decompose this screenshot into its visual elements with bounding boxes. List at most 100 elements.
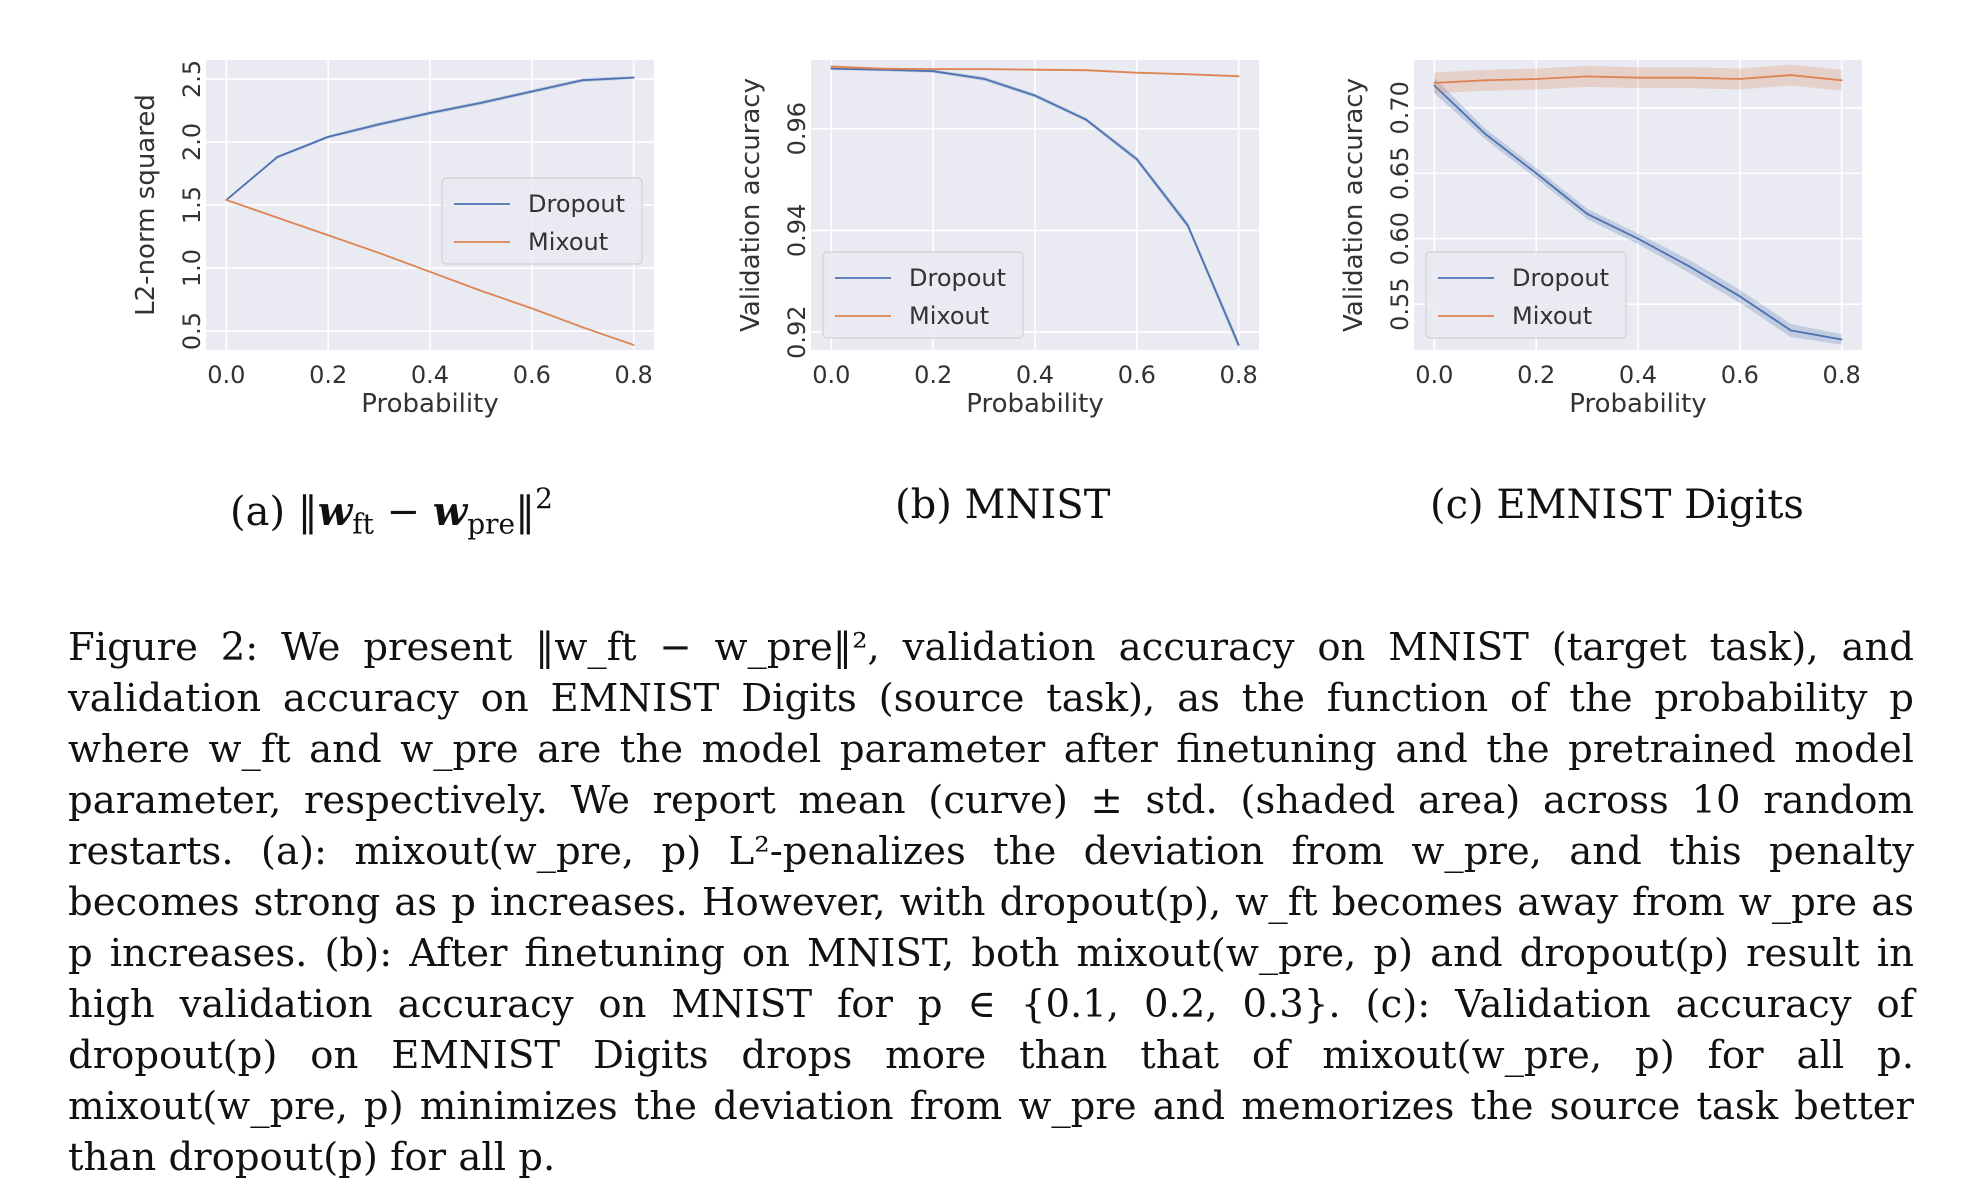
y-tick-label: 0.94	[783, 204, 811, 257]
data-point-mixout	[327, 234, 330, 237]
data-point-dropout	[429, 112, 431, 114]
subcaption-b: (b) MNIST	[895, 482, 1110, 528]
y-tick-label: 0.55	[1386, 277, 1414, 330]
data-point-mixout	[1586, 75, 1588, 78]
x-tick-label: 0.6	[513, 361, 551, 389]
x-tick-label: 0.0	[1415, 361, 1453, 389]
data-point-mixout	[1186, 73, 1189, 76]
data-point-dropout	[1433, 84, 1436, 87]
data-point-mixout	[1535, 78, 1538, 80]
data-point-dropout	[581, 79, 584, 82]
chart-l2-norm: 0.0 0.2 0.4 0.6 0.8 0.5 1.0 1.5 2.0 2.5 Probabilit…	[131, 60, 654, 419]
x-tick-label: 0.8	[1823, 361, 1861, 389]
data-point-mixout	[581, 326, 584, 329]
data-point-dropout	[983, 77, 985, 80]
data-point-dropout	[327, 136, 330, 138]
x-tick-label: 0.4	[411, 361, 449, 389]
y-tick-label: 0.5	[178, 312, 206, 350]
data-point-dropout	[1186, 224, 1189, 227]
data-point-mixout	[1688, 76, 1690, 79]
data-point-dropout	[276, 156, 279, 158]
y-tick-label: 0.96	[783, 102, 811, 155]
legend-label-mixout: Mixout	[909, 302, 989, 330]
y-tick-label: 0.70	[1386, 81, 1414, 134]
data-point-dropout	[1840, 338, 1843, 341]
figure-caption: Figure 2: We present ‖w_ft − w_pre‖², va…	[68, 625, 1914, 1180]
figure-row: 0.0 0.2 0.4 0.6 0.8 0.5 1.0 1.5 2.0 2.5 Probabilit…	[0, 0, 1980, 560]
data-point-dropout	[1688, 265, 1690, 268]
subcaption-c: (c) EMNIST Digits	[1430, 482, 1804, 528]
data-point-mixout	[1135, 71, 1138, 74]
subcaption-a-text: ‖wft − wpre‖2	[297, 482, 553, 541]
chart-emnist: 0.0 0.2 0.4 0.6 0.8 0.55 0.60 0.65 0.70 Probabili…	[1339, 60, 1862, 419]
y-tick-label: 0.92	[783, 305, 811, 358]
series-std-band-mixout	[831, 65, 1239, 78]
data-point-dropout	[480, 101, 482, 104]
legend-label-dropout: Dropout	[1512, 264, 1609, 292]
data-point-mixout	[1738, 78, 1741, 80]
data-point-dropout	[830, 67, 833, 70]
x-axis-label: Probability	[1569, 389, 1706, 419]
y-tick-label: 2.0	[178, 123, 206, 161]
data-point-mixout	[1840, 79, 1843, 82]
x-tick-label: 0.6	[1118, 361, 1156, 389]
data-point-mixout	[1433, 82, 1436, 84]
x-axis-label: Probability	[966, 389, 1103, 419]
data-point-dropout	[1237, 344, 1240, 346]
data-point-dropout	[530, 90, 533, 93]
y-tick-label: 1.0	[178, 249, 206, 287]
data-point-mixout	[378, 252, 380, 254]
subcaption-b-label: (b)	[895, 482, 952, 528]
data-point-mixout	[1484, 79, 1487, 82]
data-point-mixout	[530, 307, 533, 310]
data-point-dropout	[1738, 295, 1741, 298]
x-tick-label: 0.0	[812, 361, 850, 389]
series-std-band-mixout	[1434, 64, 1842, 94]
data-point-dropout	[1034, 94, 1036, 97]
legend-label-mixout: Mixout	[528, 228, 608, 256]
x-tick-label: 0.4	[1619, 361, 1657, 389]
x-tick-label: 0.2	[914, 361, 952, 389]
x-axis-label: Probability	[361, 389, 498, 419]
data-point-dropout	[1586, 212, 1588, 215]
data-point-dropout	[1135, 158, 1138, 161]
data-point-mixout	[983, 68, 985, 71]
data-point-dropout	[1789, 329, 1792, 332]
data-point-mixout	[1237, 75, 1240, 78]
data-point-mixout	[830, 65, 833, 68]
subcaption-a: (a) ‖wft − wpre‖2	[230, 482, 553, 540]
data-point-dropout	[1484, 133, 1487, 135]
subcaption-c-label: (c)	[1430, 482, 1484, 528]
data-point-dropout	[378, 123, 380, 126]
data-point-mixout	[480, 289, 482, 292]
x-tick-label: 0.2	[309, 361, 347, 389]
x-tick-label: 0.0	[207, 361, 245, 389]
y-tick-label: 2.5	[178, 60, 206, 98]
data-point-dropout	[932, 70, 935, 73]
legend-label-dropout: Dropout	[528, 190, 625, 218]
subcaption-b-text: MNIST	[964, 482, 1111, 528]
chart-mnist: 0.0 0.2 0.4 0.6 0.8 0.92 0.94 0.96 Probability Va…	[736, 60, 1259, 419]
data-point-mixout	[932, 68, 935, 71]
x-tick-label: 0.6	[1721, 361, 1759, 389]
data-point-mixout	[881, 67, 884, 70]
y-tick-label: 0.65	[1386, 147, 1414, 200]
data-point-mixout	[1637, 76, 1639, 79]
legend-label-mixout: Mixout	[1512, 302, 1592, 330]
subcaption-c-text: EMNIST Digits	[1496, 482, 1804, 528]
data-point-mixout	[225, 199, 228, 201]
y-axis-label: Validation accuracy	[1339, 78, 1369, 332]
data-point-mixout	[429, 270, 431, 273]
y-axis-label: Validation accuracy	[736, 78, 766, 332]
y-axis-label: L2-norm squared	[131, 94, 161, 316]
subcaption-a-label: (a)	[230, 488, 286, 535]
data-point-mixout	[632, 344, 635, 346]
y-tick-label: 0.60	[1386, 212, 1414, 265]
x-tick-label: 0.2	[1517, 361, 1555, 389]
data-point-mixout	[276, 216, 279, 219]
data-point-dropout	[1535, 172, 1538, 175]
x-tick-label: 0.8	[615, 361, 653, 389]
y-tick-label: 1.5	[178, 186, 206, 224]
x-tick-label: 0.8	[1220, 361, 1258, 389]
data-point-dropout	[1085, 118, 1087, 121]
